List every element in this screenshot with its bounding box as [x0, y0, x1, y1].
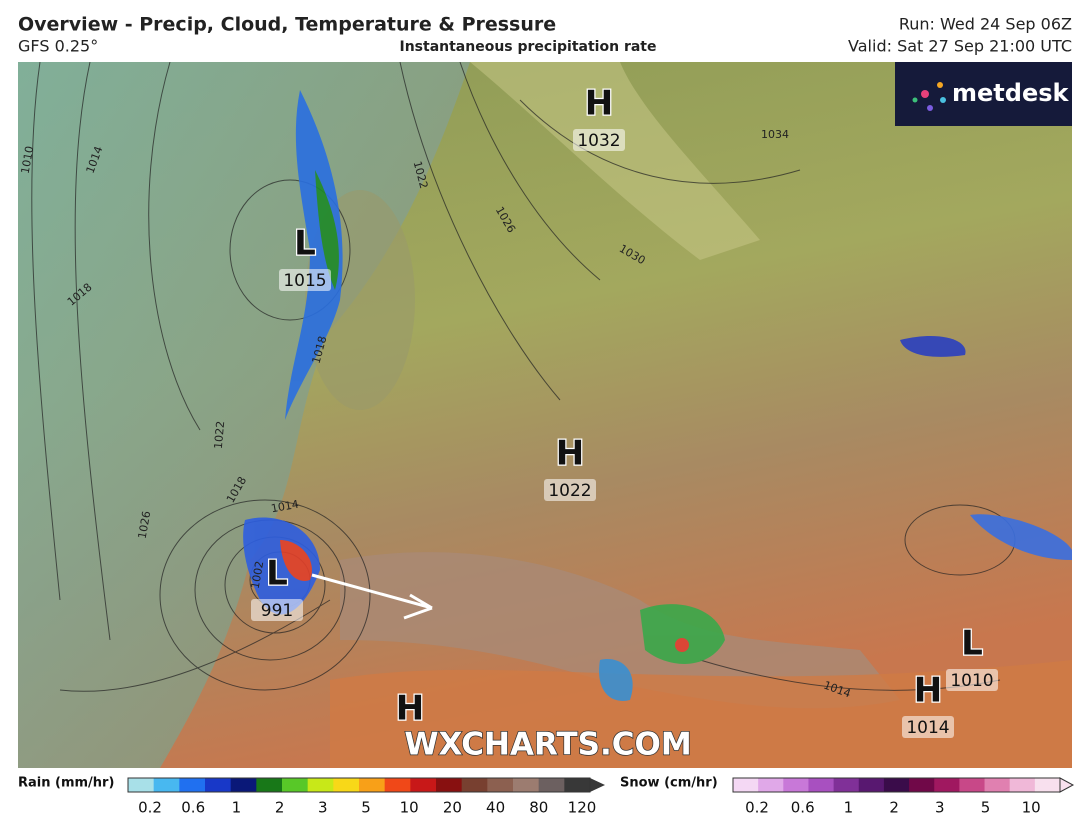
- isobar-label: 1010: [19, 145, 37, 175]
- snow-color-step: [959, 778, 986, 792]
- run-time: Run: Wed 24 Sep 06Z: [899, 15, 1072, 34]
- pressure-symbol: H: [585, 84, 613, 124]
- rain-color-step: [538, 778, 565, 792]
- rain-color-step: [513, 778, 540, 792]
- snow-tick-label: 2: [889, 799, 899, 817]
- rain-tick-label: 0.2: [138, 799, 162, 817]
- rain-tick-label: 2: [275, 799, 285, 817]
- rain-tick-label: 40: [486, 799, 505, 817]
- valid-time: Valid: Sat 27 Sep 21:00 UTC: [848, 37, 1072, 56]
- model: GFS 0.25°: [18, 37, 98, 56]
- pressure-value-bg: [251, 599, 303, 621]
- isobar-label: 1014: [270, 498, 300, 516]
- rain-tick-label: 120: [568, 799, 597, 817]
- snow-tick-label: 10: [1022, 799, 1041, 817]
- rain-color-step: [153, 778, 180, 792]
- rain-bar-arrow: [590, 778, 605, 792]
- watermark: WXCHARTS.COM: [404, 727, 691, 763]
- snow-color-step: [883, 778, 910, 792]
- logo-icon: [912, 82, 946, 111]
- snow-color-step: [858, 778, 885, 792]
- pressure-symbol: L: [294, 224, 316, 264]
- snow-tick-label: 3: [935, 799, 945, 817]
- snow-tick-label: 5: [981, 799, 991, 817]
- pressure-value: 1032: [577, 131, 620, 151]
- rain-color-step: [436, 778, 463, 792]
- pressure-value: 1015: [283, 271, 326, 291]
- logo: metdesk: [952, 79, 1070, 107]
- rain-tick-label: 0.6: [181, 799, 205, 817]
- isobar-label: 1022: [212, 420, 227, 449]
- snow-tick-label: 0.6: [791, 799, 815, 817]
- pressure-symbol: H: [556, 434, 584, 474]
- isobar-label: 1034: [761, 128, 789, 141]
- rain-color-step: [410, 778, 437, 792]
- snow-color-step: [758, 778, 784, 792]
- rain-color-step: [307, 778, 334, 792]
- rain-color-step: [230, 778, 257, 792]
- pressure-symbol: L: [961, 624, 983, 664]
- snow-color-step: [833, 778, 860, 792]
- snow-bar-frame: [732, 777, 1061, 793]
- pressure-value-bg: [946, 669, 998, 691]
- rain-color-step: [282, 778, 309, 792]
- pressure-value: 991: [261, 601, 293, 621]
- rain-color-step: [128, 778, 155, 792]
- rain-bar-frame: [127, 777, 591, 793]
- rain-legend-label: Rain (mm/hr): [18, 776, 114, 791]
- snow-color-step: [909, 778, 935, 792]
- pressure-symbol: L: [266, 554, 288, 594]
- rain-tick-label: 5: [361, 799, 371, 817]
- snow-legend-label: Snow (cm/hr): [620, 776, 718, 791]
- pressure-value-bg: [902, 716, 954, 738]
- snow-color-step: [733, 778, 759, 792]
- snow-color-step: [808, 778, 835, 792]
- pressure-value: 1014: [906, 718, 949, 738]
- rain-tick-label: 3: [318, 799, 328, 817]
- title: Overview - Precip, Cloud, Temperature & …: [18, 14, 556, 36]
- snow-tick-label: 1: [844, 799, 854, 817]
- rain-color-step: [487, 778, 514, 792]
- rain-tick-label: 1: [232, 799, 242, 817]
- snow-tick-label: 0.2: [745, 799, 769, 817]
- rain-tick-label: 80: [529, 799, 548, 817]
- pressure-value-bg: [279, 269, 331, 291]
- snow-bar-arrow: [1059, 777, 1075, 793]
- rain-color-step: [205, 778, 232, 792]
- pressure-value: 1022: [548, 481, 591, 501]
- rain-color-step: [359, 778, 386, 792]
- snow-color-step: [783, 778, 809, 792]
- pressure-symbol: H: [914, 671, 942, 711]
- rain-color-step: [256, 778, 283, 792]
- pressure-symbol: H: [396, 689, 424, 729]
- snow-color-step: [934, 778, 960, 792]
- movement-arrow: [311, 573, 433, 620]
- rain-tick-label: 10: [400, 799, 419, 817]
- pressure-value-bg: [544, 479, 596, 501]
- map: [18, 62, 1072, 768]
- rain-tick-label: 20: [443, 799, 462, 817]
- snow-color-step: [1009, 778, 1036, 792]
- rain-color-step: [564, 778, 591, 792]
- snow-color-step: [1034, 778, 1061, 792]
- rain-color-step: [333, 778, 360, 792]
- subtitle: Instantaneous precipitation rate: [400, 39, 657, 55]
- isobar-label: 1002: [249, 560, 267, 590]
- snow-color-step: [984, 778, 1011, 792]
- pressure-value: 1010: [950, 671, 993, 691]
- rain-color-step: [384, 778, 411, 792]
- pressure-value-bg: [573, 129, 625, 151]
- rain-color-step: [461, 778, 488, 792]
- isobar-label: 1026: [136, 510, 154, 540]
- rain-color-step: [179, 778, 206, 792]
